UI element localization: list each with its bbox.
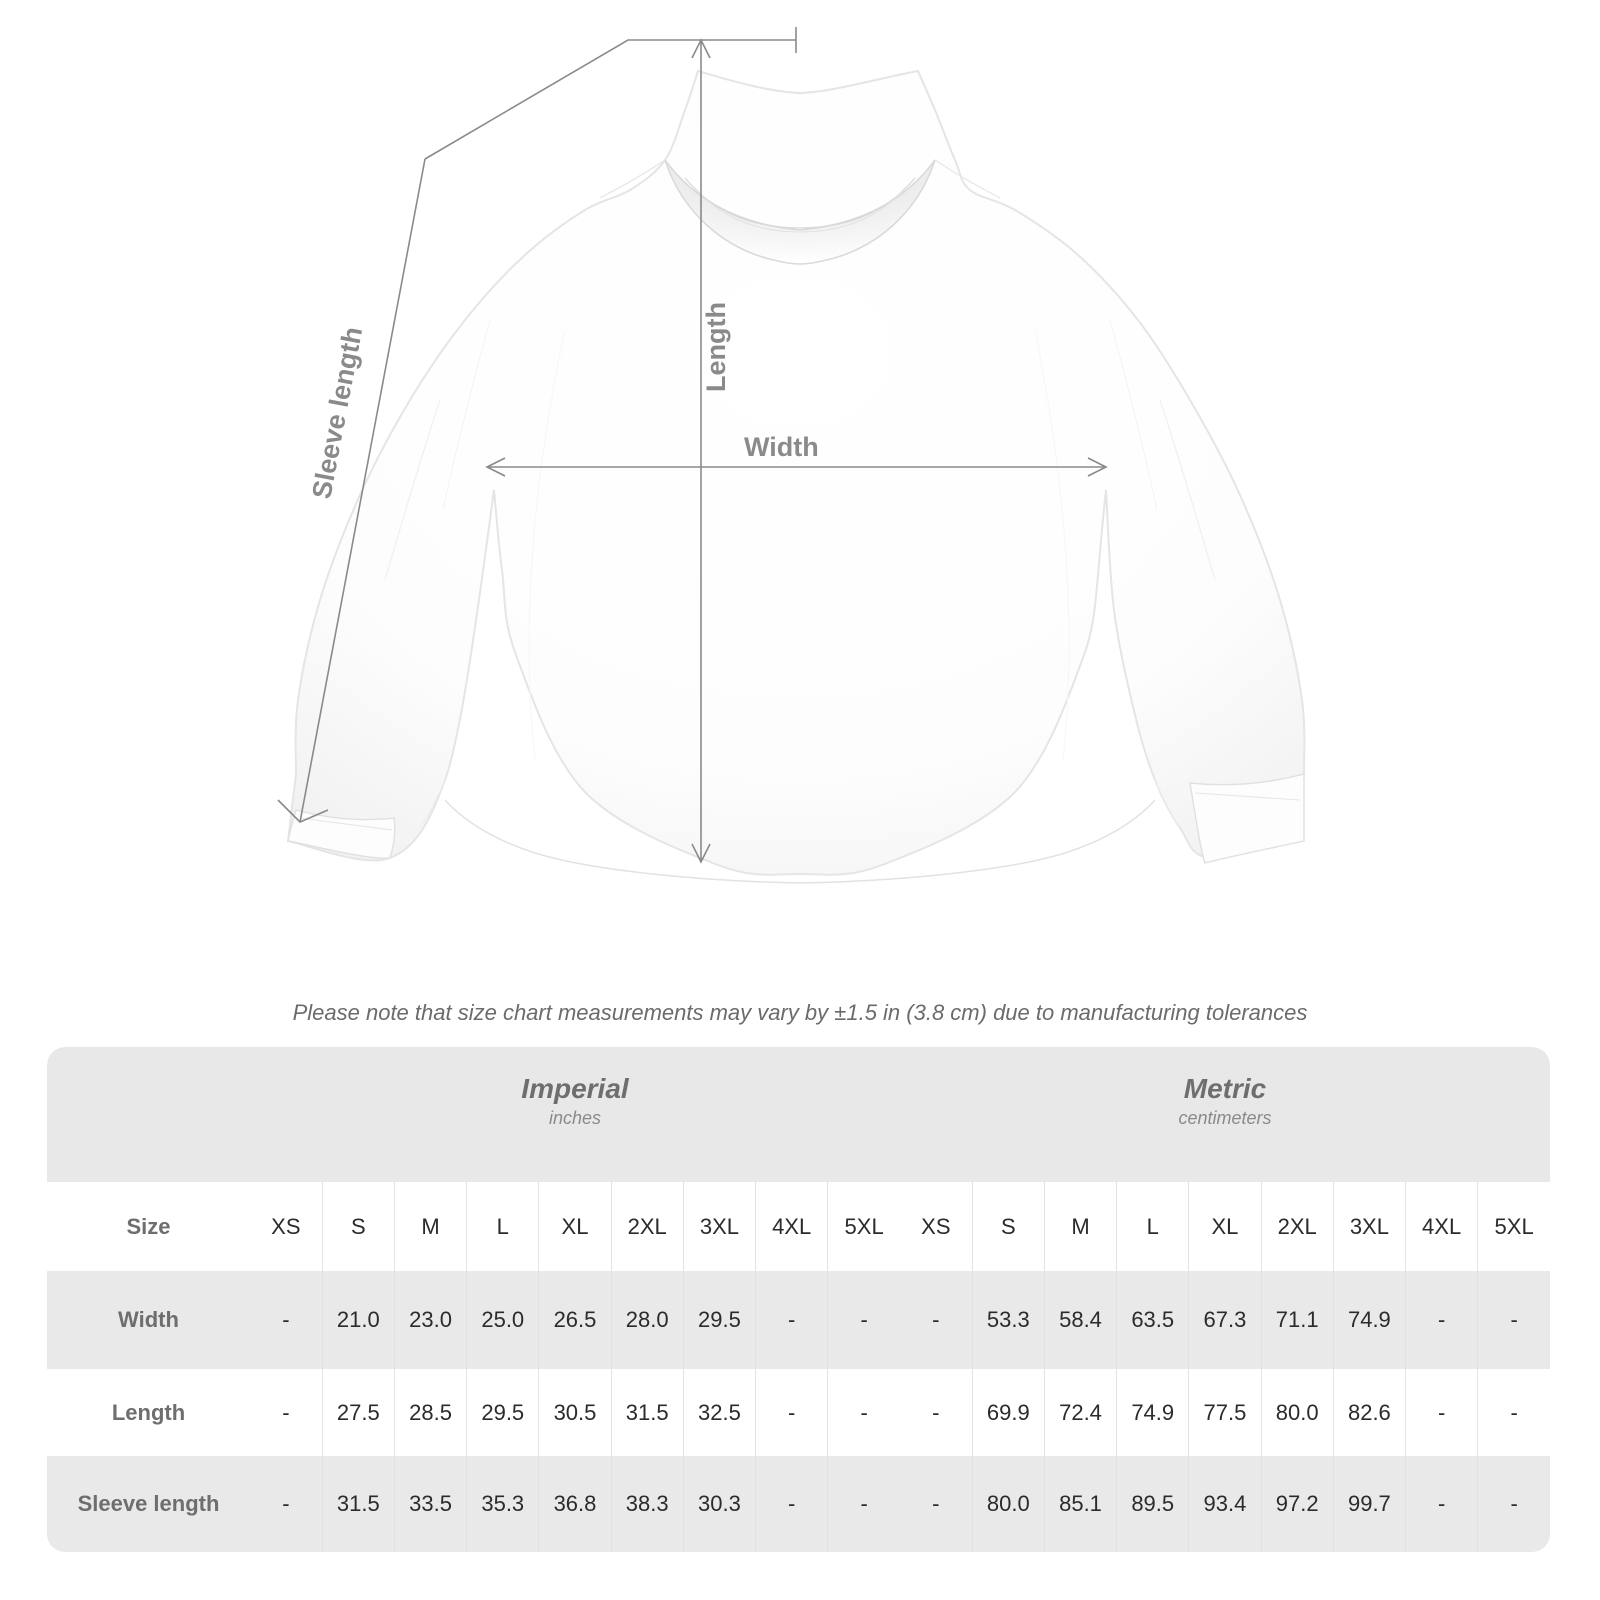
svg-text:Sleeve length: Sleeve length [306,324,368,501]
svg-text:Width: Width [744,432,819,462]
svg-text:Length: Length [701,302,731,392]
